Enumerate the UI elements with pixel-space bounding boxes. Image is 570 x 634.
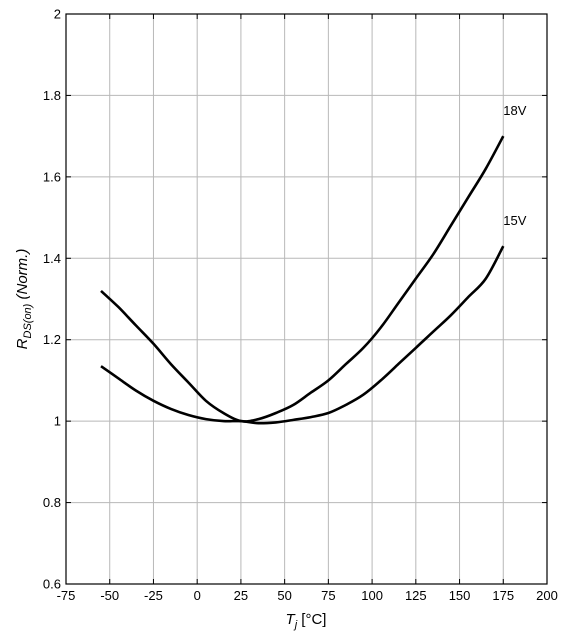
x-tick-label: -25 — [144, 588, 163, 603]
grid — [65, 13, 548, 585]
y-tick-label: 1.2 — [43, 332, 61, 347]
series-label-18V: 18V — [503, 103, 526, 118]
y-tick-label: 1.4 — [43, 251, 61, 266]
y-tick-label: 1 — [54, 414, 61, 429]
x-tick-label: 200 — [536, 588, 558, 603]
series-lines — [100, 135, 505, 425]
y-tick-label: 2 — [54, 7, 61, 22]
series-label-15V: 15V — [503, 213, 526, 228]
series-line-18V — [100, 135, 505, 423]
x-tick-label: -75 — [57, 588, 76, 603]
y-tick-label: 1.6 — [43, 169, 61, 184]
x-tick-label: 100 — [361, 588, 383, 603]
x-tick-label: 25 — [234, 588, 248, 603]
y-tick-label: 0.6 — [43, 577, 61, 592]
plot-frame — [65, 13, 548, 585]
y-tick-label: 1.8 — [43, 88, 61, 103]
x-tick-label: 125 — [405, 588, 427, 603]
series-labels: 18V 15V — [503, 103, 526, 228]
x-tick-label: 50 — [277, 588, 291, 603]
x-tick-label: -50 — [100, 588, 119, 603]
y-axis-title: RDS(on) (Norm.) — [14, 249, 34, 350]
x-tick-label: 0 — [194, 588, 201, 603]
series-line-15V — [100, 245, 505, 425]
x-tick-label: 175 — [492, 588, 514, 603]
ticks: -75 -50 -25 0 25 50 75 100 125 150 175 200 0.6 0.8 1 1.… — [43, 7, 558, 604]
x-axis-title: Tj [°C] — [286, 611, 327, 631]
x-tick-label: 150 — [449, 588, 471, 603]
x-tick-label: 75 — [321, 588, 335, 603]
y-tick-label: 0.8 — [43, 495, 61, 510]
